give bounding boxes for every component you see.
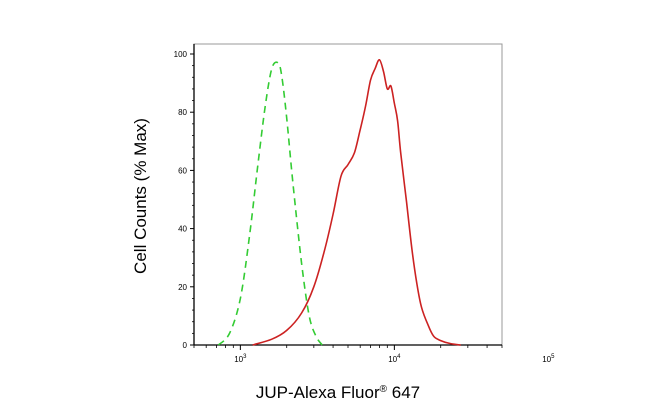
x-tick-label-base: 10: [542, 355, 551, 364]
x-axis-title-registered-mark: ®: [380, 384, 388, 395]
x-axis-title-main: JUP-Alexa Fluor: [256, 383, 380, 402]
y-tick-label: 60: [178, 166, 187, 175]
series-line-solid: [252, 59, 461, 346]
y-tick-label: 100: [174, 50, 188, 59]
x-axis-ticks: 103 104 105: [193, 345, 555, 364]
x-tick-label-base: 10: [388, 355, 397, 364]
x-tick-label: 105: [542, 354, 555, 364]
y-tick-label: 20: [178, 283, 187, 292]
y-axis-ticks: 0 20 40 60 80 100: [174, 50, 194, 350]
x-axis-title: JUP-Alexa Fluor® 647: [256, 383, 420, 402]
x-tick-label-base: 10: [234, 355, 243, 364]
x-tick-label: 104: [388, 354, 401, 364]
series-layer: [217, 59, 461, 346]
y-axis-title: Cell Counts (% Max): [131, 118, 150, 274]
x-tick-label-exponent: 3: [243, 354, 247, 360]
x-tick-label: 103: [234, 354, 247, 364]
y-tick-label: 40: [178, 225, 187, 234]
x-axis-title-suffix: 647: [387, 383, 420, 402]
y-tick-label: 80: [178, 108, 187, 117]
series-line-dashed: [217, 61, 323, 346]
y-tick-label: 0: [183, 341, 188, 350]
x-tick-label-exponent: 4: [397, 354, 401, 360]
x-tick-label-exponent: 5: [551, 354, 555, 360]
